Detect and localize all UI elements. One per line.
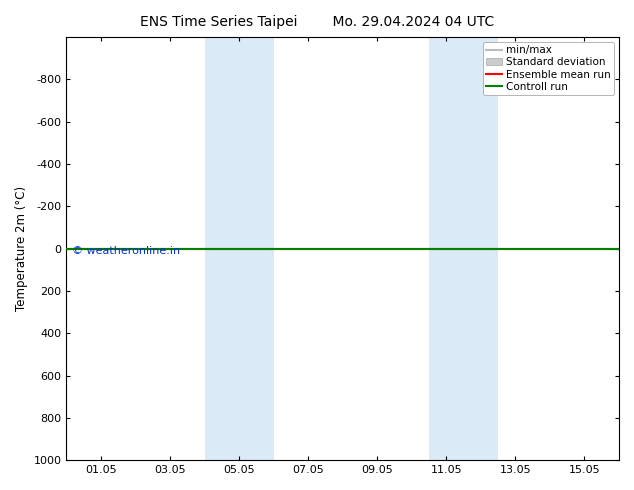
Bar xyxy=(205,37,274,460)
Text: ENS Time Series Taipei        Mo. 29.04.2024 04 UTC: ENS Time Series Taipei Mo. 29.04.2024 04… xyxy=(140,15,494,29)
Bar xyxy=(429,37,498,460)
Y-axis label: Temperature 2m (°C): Temperature 2m (°C) xyxy=(15,186,28,311)
Legend: min/max, Standard deviation, Ensemble mean run, Controll run: min/max, Standard deviation, Ensemble me… xyxy=(483,42,614,95)
Text: © weatheronline.in: © weatheronline.in xyxy=(72,246,180,256)
